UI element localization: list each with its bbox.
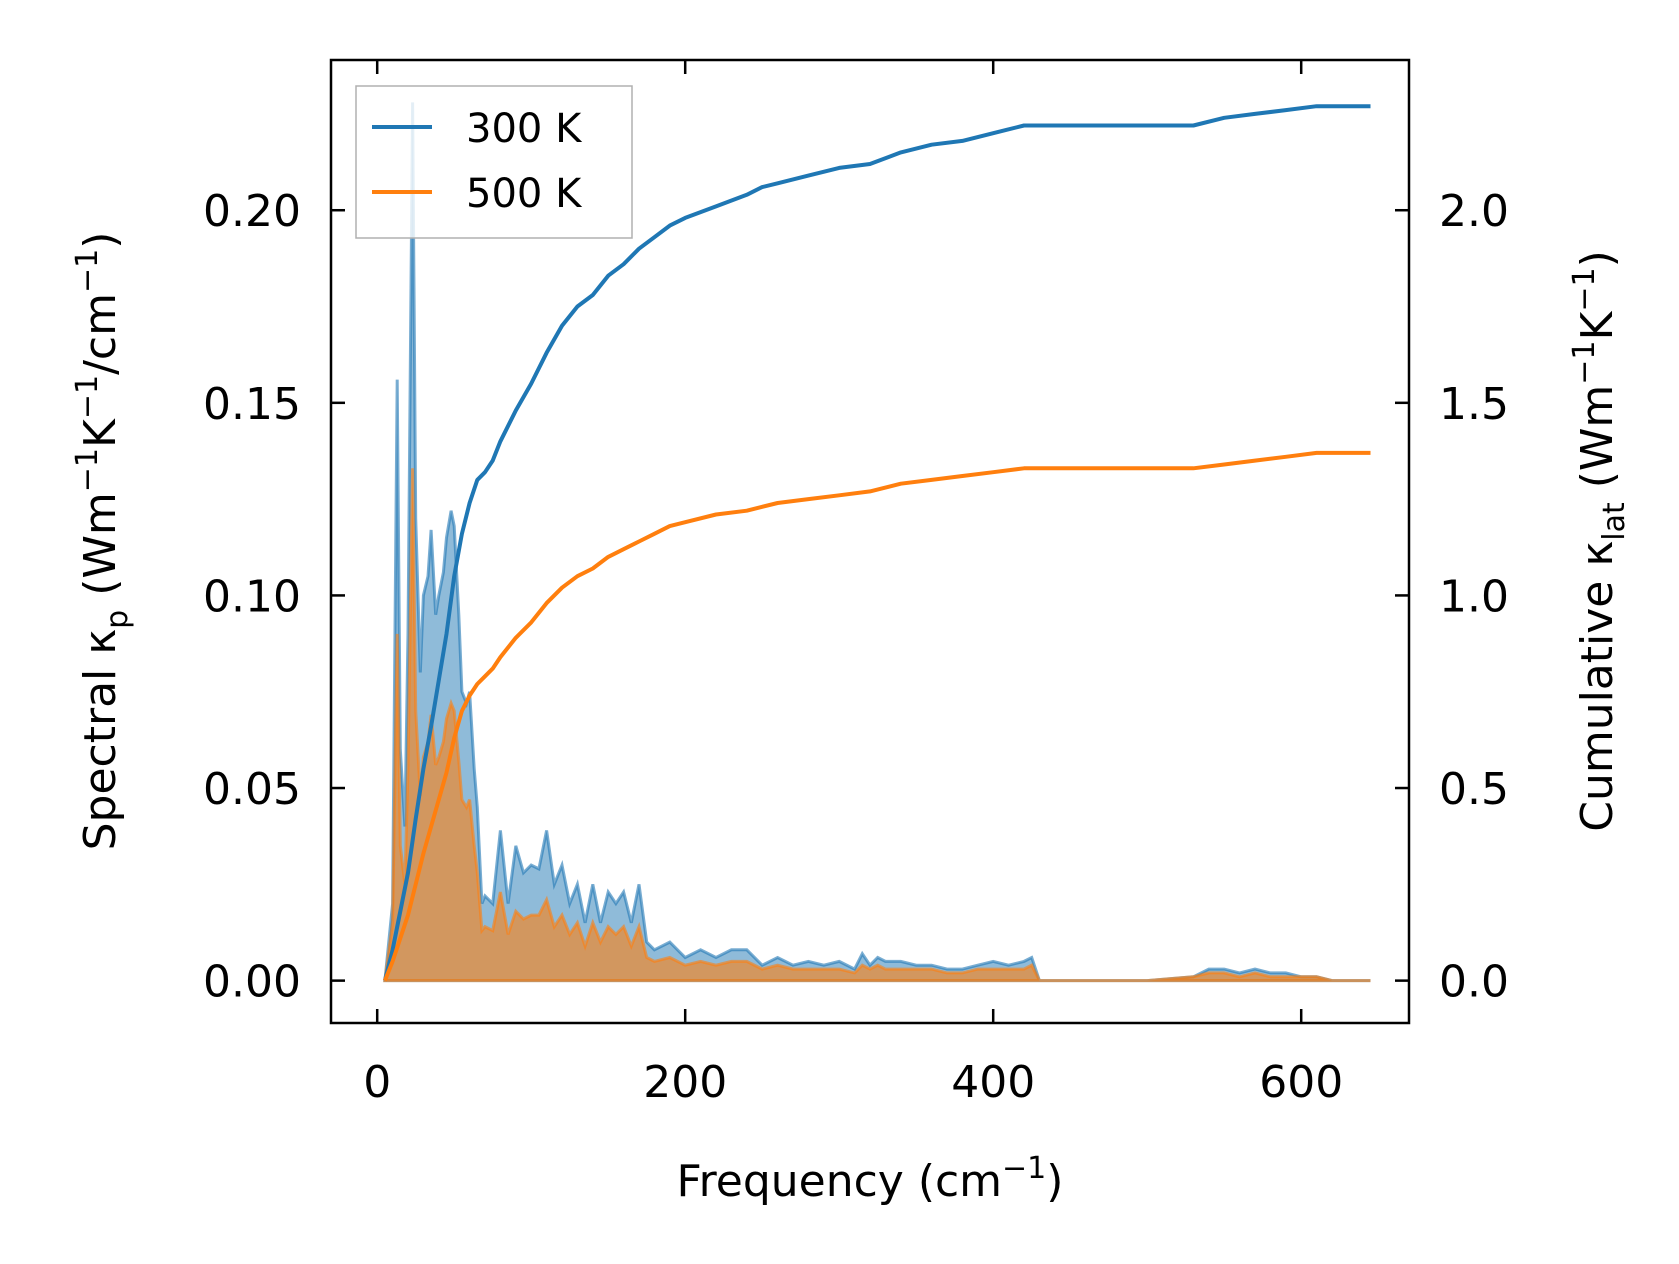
x-axis-label: Frequency (cm−1) xyxy=(677,1151,1064,1207)
ticks-layer: 0 200 400 600 0.00 0.05 0.10 0.15 0.20 0.0 0.5 1.0 1… xyxy=(203,60,1509,1108)
x-tick-label: 600 xyxy=(1259,1057,1343,1108)
legend-label-300k: 300 K xyxy=(466,106,583,152)
x-tick-label: 200 xyxy=(643,1057,727,1108)
y-left-tick-label: 0.10 xyxy=(203,571,301,622)
plot-frame xyxy=(329,58,1411,1025)
cumulative-line-300k xyxy=(382,104,1371,982)
y-left-tick-label: 0.05 xyxy=(203,764,301,815)
y-left-tick-label: 0.15 xyxy=(203,379,301,430)
x-tick-label: 0 xyxy=(363,1057,391,1108)
y-left-tick-label: 0.20 xyxy=(203,186,301,237)
y-right-tick-label: 1.5 xyxy=(1439,379,1509,430)
legend-frame xyxy=(355,85,633,239)
y-right-tick-label: 2.0 xyxy=(1439,186,1509,237)
y-right-tick-label: 0.0 xyxy=(1439,957,1509,1008)
legend: 300 K 500 K xyxy=(355,85,633,239)
x-tick-label: 400 xyxy=(951,1057,1035,1108)
y-right-tick-label: 1.0 xyxy=(1439,571,1509,622)
plot-layer xyxy=(382,102,1371,983)
y-left-axis-label: Spectral κp (Wm−1K−1/cm−1) xyxy=(70,232,135,851)
y-left-tick-label: 0.00 xyxy=(203,957,301,1008)
y-right-tick-label: 0.5 xyxy=(1439,764,1509,815)
spectral-area-500k xyxy=(383,468,1371,983)
cumulative-line-500k xyxy=(383,450,1371,982)
y-right-axis-label: Cumulative κlat (Wm−1K−1) xyxy=(1567,250,1632,832)
legend-label-500k: 500 K xyxy=(466,171,583,217)
